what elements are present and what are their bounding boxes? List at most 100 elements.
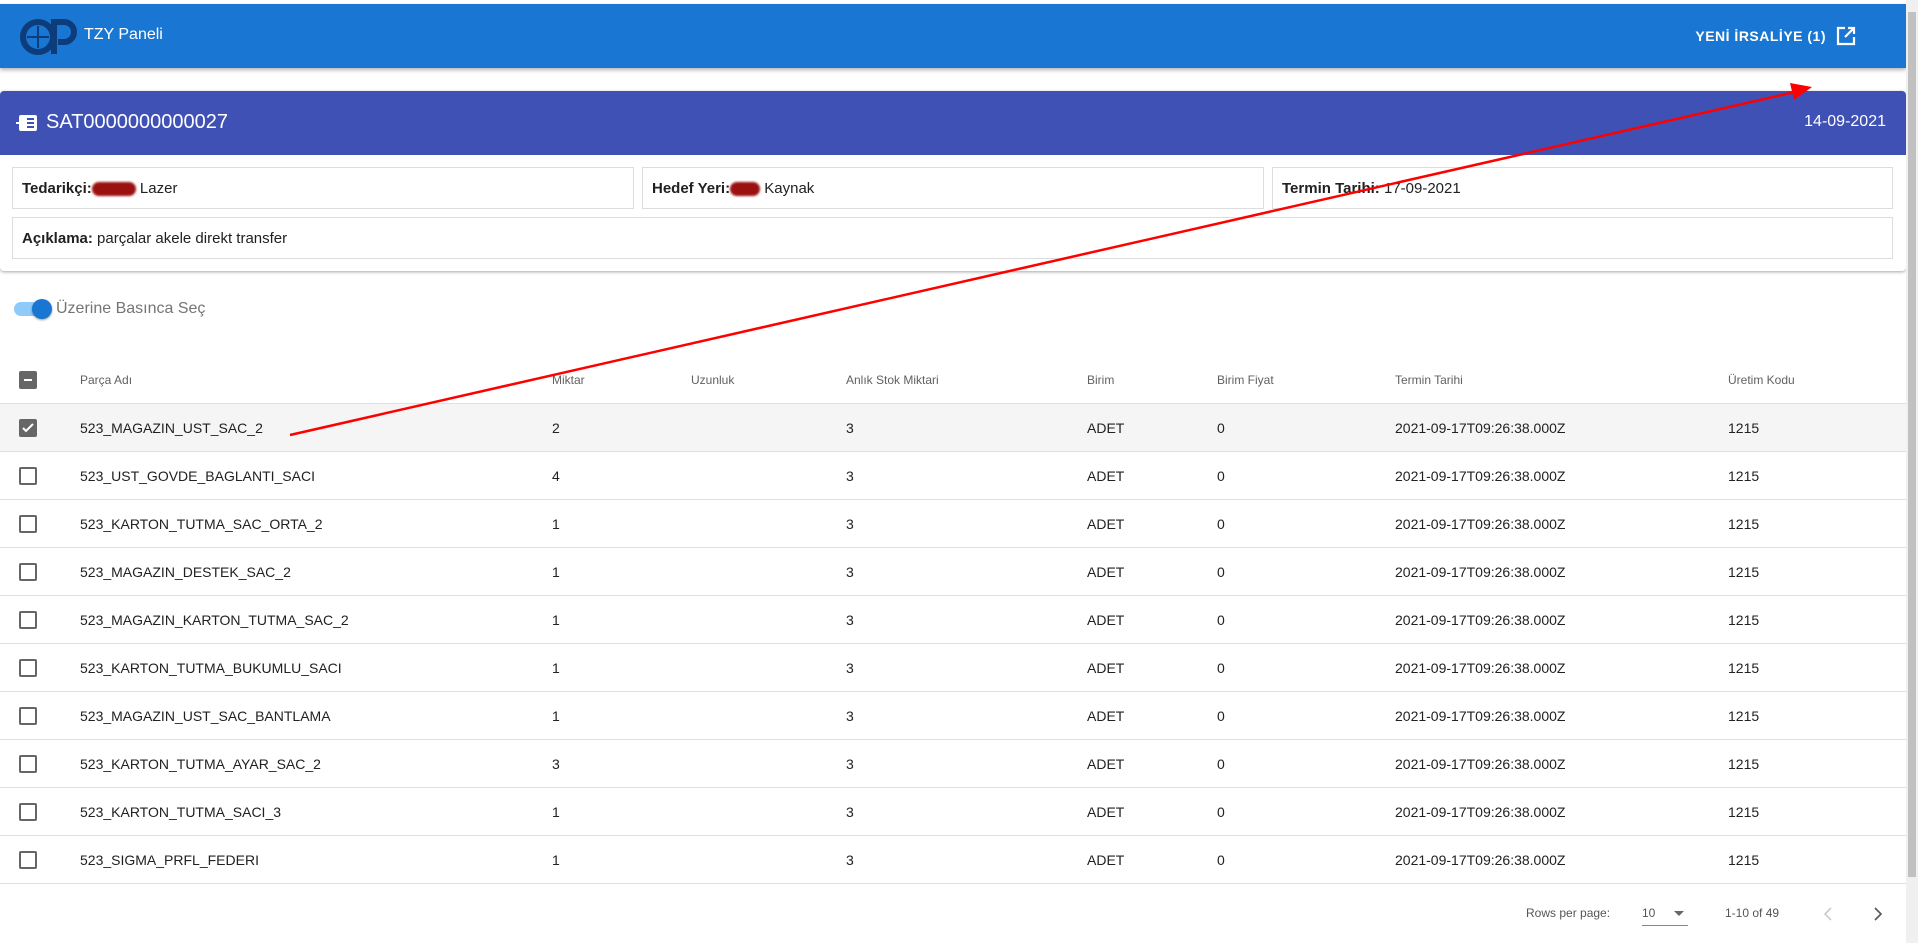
next-page-button[interactable] (1872, 906, 1884, 922)
logo (20, 19, 77, 55)
due-label: Termin Tarihi: (1282, 180, 1380, 197)
toggle-switch[interactable] (14, 299, 52, 319)
cell-unit: ADET (1087, 660, 1125, 676)
cell-part-name: 523_KARTON_TUTMA_SAC_ORTA_2 (80, 516, 323, 532)
cell-part-name: 523_MAGAZIN_UST_SAC_BANTLAMA (80, 708, 331, 724)
app-bar: TZY Paneli YENİ İRSALİYE (1) (0, 4, 1906, 68)
target-value: Kaynak (764, 180, 815, 197)
cell-unit-price: 0 (1217, 708, 1225, 724)
cell-part-name: 523_MAGAZIN_KARTON_TUTMA_SAC_2 (80, 612, 349, 628)
cell-production-code: 1215 (1728, 660, 1760, 676)
select-on-click-toggle[interactable]: Üzerine Basınca Seç (14, 299, 206, 319)
cell-unit: ADET (1087, 756, 1125, 772)
column-header-unit[interactable]: Birim (1087, 373, 1115, 387)
cell-unit-price: 0 (1217, 660, 1225, 676)
table-row[interactable]: 523_SIGMA_PRFL_FEDERI 1 3 ADET 0 2021-09-17T0… (0, 836, 1906, 884)
table-header: Parça Adı Miktar Uzunluk Anlık Stok Miktari… (0, 356, 1906, 404)
column-header-stock-quantity[interactable]: Anlık Stok Miktari (846, 373, 939, 387)
table-row[interactable]: 523_MAGAZIN_KARTON_TUTMA_SAC_2 1 3 ADET 0 202… (0, 596, 1906, 644)
cell-production-code: 1215 (1728, 420, 1760, 436)
row-checkbox[interactable] (19, 563, 37, 581)
page-range: 1-10 of 49 (1725, 906, 1780, 920)
redacted-mark (91, 182, 136, 197)
table-row[interactable]: 523_UST_GOVDE_BAGLANTI_SACI 4 3 ADET 0 2021-0… (0, 452, 1906, 500)
cell-due-date: 2021-09-17T09:26:38.000Z (1395, 420, 1566, 436)
description-field: Açıklama: parçalar akele direkt transfer (12, 217, 1893, 259)
cell-unit: ADET (1087, 852, 1125, 868)
cell-unit: ADET (1087, 468, 1125, 484)
column-header-length[interactable]: Uzunluk (691, 373, 735, 387)
cell-stock-quantity: 3 (846, 660, 854, 676)
column-header-unit-price[interactable]: Birim Fiyat (1217, 373, 1274, 387)
table-row[interactable]: 523_KARTON_TUTMA_BUKUMLU_SACI 1 3 ADET 0 2021… (0, 644, 1906, 692)
cell-production-code: 1215 (1728, 708, 1760, 724)
toggle-label: Üzerine Basınca Seç (56, 300, 206, 317)
table-row[interactable]: 523_KARTON_TUTMA_SAC_ORTA_2 1 3 ADET 0 2021-0… (0, 500, 1906, 548)
caret-down-icon (1674, 911, 1684, 916)
supplier-label: Tedarikçi: (22, 180, 92, 197)
table-row[interactable]: 523_KARTON_TUTMA_AYAR_SAC_2 3 3 ADET 0 2021-0… (0, 740, 1906, 788)
row-checkbox[interactable] (19, 419, 37, 437)
row-checkbox[interactable] (19, 467, 37, 485)
cell-quantity: 1 (552, 564, 560, 580)
previous-page-button[interactable] (1822, 906, 1834, 922)
description-label: Açıklama: (22, 230, 93, 247)
cell-due-date: 2021-09-17T09:26:38.000Z (1395, 852, 1566, 868)
table-row[interactable]: 523_KARTON_TUTMA_SACI_3 1 3 ADET 0 2021-09-17… (0, 788, 1906, 836)
cell-quantity: 2 (552, 420, 560, 436)
new-waybill-label: YENİ İRSALİYE (1) (1695, 28, 1826, 44)
row-checkbox[interactable] (19, 803, 37, 821)
open-in-new-icon (1836, 26, 1856, 46)
cell-stock-quantity: 3 (846, 468, 854, 484)
cell-part-name: 523_KARTON_TUTMA_SACI_3 (80, 804, 282, 820)
cell-quantity: 1 (552, 804, 560, 820)
select-all-checkbox[interactable] (19, 371, 37, 389)
cell-part-name: 523_UST_GOVDE_BAGLANTI_SACI (80, 468, 315, 484)
cell-due-date: 2021-09-17T09:26:38.000Z (1395, 804, 1566, 820)
table-row[interactable]: 523_MAGAZIN_UST_SAC_2 2 3 ADET 0 2021-09-17T0… (0, 404, 1906, 452)
cell-stock-quantity: 3 (846, 804, 854, 820)
row-checkbox[interactable] (19, 659, 37, 677)
cell-stock-quantity: 3 (846, 612, 854, 628)
cell-production-code: 1215 (1728, 516, 1760, 532)
column-header-production-code[interactable]: Üretim Kodu (1728, 373, 1795, 387)
parts-table: Parça Adı Miktar Uzunluk Anlık Stok Miktari… (0, 356, 1906, 884)
cell-unit-price: 0 (1217, 852, 1225, 868)
cell-due-date: 2021-09-17T09:26:38.000Z (1395, 660, 1566, 676)
column-header-part-name[interactable]: Parça Adı (80, 373, 133, 387)
rows-per-page-value: 10 (1642, 906, 1656, 920)
cell-unit: ADET (1087, 564, 1125, 580)
cell-production-code: 1215 (1728, 468, 1760, 484)
rows-per-page-select[interactable]: 10 (1642, 900, 1688, 926)
cell-stock-quantity: 3 (846, 420, 854, 436)
cell-stock-quantity: 3 (846, 756, 854, 772)
cell-production-code: 1215 (1728, 756, 1760, 772)
supplier-value: Lazer (139, 180, 178, 197)
cell-due-date: 2021-09-17T09:26:38.000Z (1395, 516, 1566, 532)
cell-due-date: 2021-09-17T09:26:38.000Z (1395, 468, 1566, 484)
description-value: parçalar akele direkt transfer (97, 230, 288, 247)
scrollbar[interactable] (1906, 0, 1918, 943)
cell-unit: ADET (1087, 612, 1125, 628)
row-checkbox[interactable] (19, 611, 37, 629)
order-number: SAT0000000000027 (46, 111, 229, 133)
table-row[interactable]: 523_MAGAZIN_UST_SAC_BANTLAMA 1 3 ADET 0 2021-… (0, 692, 1906, 740)
cell-quantity: 1 (552, 660, 560, 676)
cell-production-code: 1215 (1728, 612, 1760, 628)
new-waybill-button[interactable]: YENİ İRSALİYE (1) (1695, 26, 1856, 46)
column-header-quantity[interactable]: Miktar (552, 373, 585, 387)
card-header: SAT0000000000027 14-09-2021 (0, 91, 1906, 155)
due-value: 17-09-2021 (1383, 180, 1461, 197)
column-header-due-date[interactable]: Termin Tarihi (1395, 373, 1463, 387)
cell-unit-price: 0 (1217, 468, 1225, 484)
cell-stock-quantity: 3 (846, 708, 854, 724)
row-checkbox[interactable] (19, 515, 37, 533)
cell-part-name: 523_KARTON_TUTMA_AYAR_SAC_2 (80, 756, 321, 772)
cell-quantity: 1 (552, 612, 560, 628)
row-checkbox[interactable] (19, 707, 37, 725)
cell-quantity: 1 (552, 708, 560, 724)
table-row[interactable]: 523_MAGAZIN_DESTEK_SAC_2 1 3 ADET 0 2021-09-1… (0, 548, 1906, 596)
row-checkbox[interactable] (19, 755, 37, 773)
row-checkbox[interactable] (19, 851, 37, 869)
